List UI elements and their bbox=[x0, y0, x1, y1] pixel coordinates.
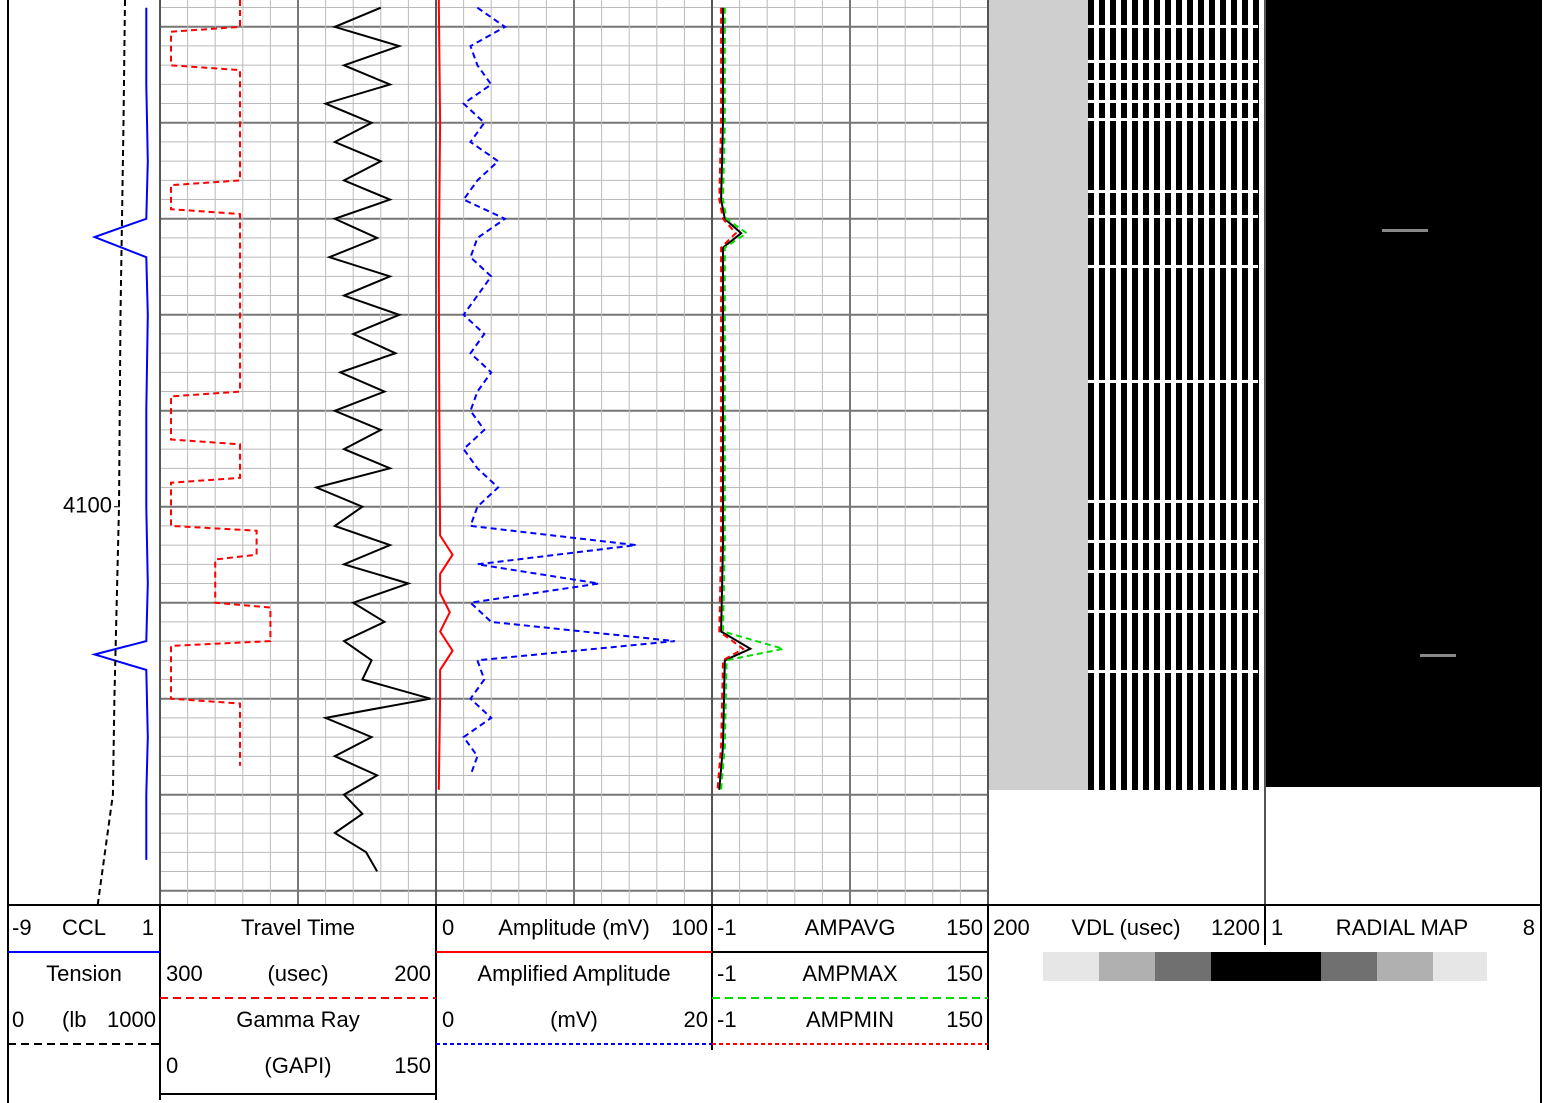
scale-min: 0 bbox=[442, 915, 454, 940]
vdl-gap bbox=[1088, 610, 1258, 613]
scale-min: -1 bbox=[717, 961, 737, 986]
curve-name: AMPAVG bbox=[805, 915, 896, 940]
vdl-stripe bbox=[1121, 0, 1127, 790]
scale-min: -9 bbox=[12, 915, 32, 940]
curve-name: Amplified Amplitude bbox=[477, 961, 670, 986]
scale-min: -1 bbox=[717, 1007, 737, 1032]
curve bbox=[437, 0, 454, 790]
vdl-gap bbox=[1088, 190, 1258, 193]
scale-min: 1 bbox=[1271, 915, 1283, 940]
scale-max: 150 bbox=[946, 915, 983, 940]
vdl-body bbox=[1088, 0, 1258, 790]
curve-name: CCL bbox=[62, 915, 106, 940]
curve bbox=[720, 7, 784, 790]
vdl-stripe bbox=[1187, 0, 1193, 790]
scale-max: 150 bbox=[946, 1007, 983, 1032]
vdl-stripe bbox=[1231, 0, 1237, 790]
vdl-stripe bbox=[1165, 0, 1171, 790]
scale-max: 150 bbox=[394, 1053, 431, 1078]
scale-min: 300 bbox=[166, 961, 203, 986]
scale-max: 1 bbox=[142, 915, 154, 940]
depth-label: 4100 bbox=[63, 493, 112, 518]
vdl-gap bbox=[1088, 670, 1258, 673]
scale-min: 200 bbox=[993, 915, 1030, 940]
vdl-gap bbox=[1088, 215, 1258, 218]
vdl-gap bbox=[1088, 60, 1258, 63]
vdl-stripe bbox=[1198, 0, 1204, 790]
radial-image bbox=[1266, 0, 1541, 787]
scale-max: 8 bbox=[1523, 915, 1535, 940]
curve-name: RADIAL MAP bbox=[1336, 915, 1468, 940]
radial-mark bbox=[1382, 229, 1428, 232]
vdl-gap bbox=[1088, 570, 1258, 573]
vdl-stripe bbox=[1253, 0, 1259, 790]
vdl-background bbox=[988, 0, 1088, 790]
curve-name: Travel Time bbox=[241, 915, 355, 940]
vdl-gap bbox=[1088, 540, 1258, 543]
curve-name: Gamma Ray bbox=[236, 1007, 359, 1032]
curve bbox=[313, 6, 431, 872]
color-bar bbox=[1043, 952, 1487, 981]
vdl-gap bbox=[1088, 265, 1258, 268]
vdl-stripe bbox=[1143, 0, 1149, 790]
curve-name: VDL (usec) bbox=[1071, 915, 1180, 940]
curve-name: AMPMIN bbox=[806, 1007, 894, 1032]
curve-name: AMPMAX bbox=[802, 961, 898, 986]
header-frame bbox=[7, 0, 1542, 1103]
vdl-gap bbox=[1088, 118, 1258, 121]
scale-min: 0 bbox=[442, 1007, 454, 1032]
curve-unit: (lb bbox=[62, 1007, 86, 1032]
plot-area: 4100 bbox=[63, 0, 1541, 906]
vdl-stripe bbox=[1154, 0, 1160, 790]
vdl-stripe bbox=[1110, 0, 1116, 790]
scale-max: 1200 bbox=[1211, 915, 1260, 940]
scale-max: 1000 bbox=[107, 1007, 156, 1032]
radial-mark bbox=[1420, 654, 1456, 657]
scale-min: -1 bbox=[717, 915, 737, 940]
vdl-stripe bbox=[1132, 0, 1138, 790]
curve bbox=[462, 6, 675, 776]
vdl-stripe bbox=[1099, 0, 1105, 790]
scale-min: 0 bbox=[12, 1007, 24, 1032]
vdl-gap bbox=[1088, 100, 1258, 103]
curve-unit: (usec) bbox=[267, 961, 328, 986]
scale-max: 200 bbox=[394, 961, 431, 986]
curve-unit: (GAPI) bbox=[264, 1053, 331, 1078]
vdl-gap bbox=[1088, 380, 1258, 383]
curve bbox=[716, 7, 745, 790]
curve bbox=[96, 0, 126, 906]
curve bbox=[718, 7, 753, 790]
curve bbox=[170, 0, 272, 766]
scale-max: 150 bbox=[946, 961, 983, 986]
vdl-gap bbox=[1088, 25, 1258, 28]
curve-unit: (mV) bbox=[550, 1007, 598, 1032]
vdl-stripe bbox=[1088, 0, 1094, 790]
curve-name: Tension bbox=[46, 961, 122, 986]
vdl-stripe bbox=[1209, 0, 1215, 790]
vdl-stripe bbox=[1176, 0, 1182, 790]
vdl-gap bbox=[1088, 80, 1258, 83]
curve bbox=[90, 7, 149, 860]
curve-name: Amplitude (mV) bbox=[498, 915, 650, 940]
vdl-gap bbox=[1088, 500, 1258, 503]
scale-max: 100 bbox=[671, 915, 708, 940]
scale-min: 0 bbox=[166, 1053, 178, 1078]
vdl-stripe bbox=[1242, 0, 1248, 790]
vdl-stripe bbox=[1220, 0, 1226, 790]
scale-max: 20 bbox=[684, 1007, 708, 1032]
